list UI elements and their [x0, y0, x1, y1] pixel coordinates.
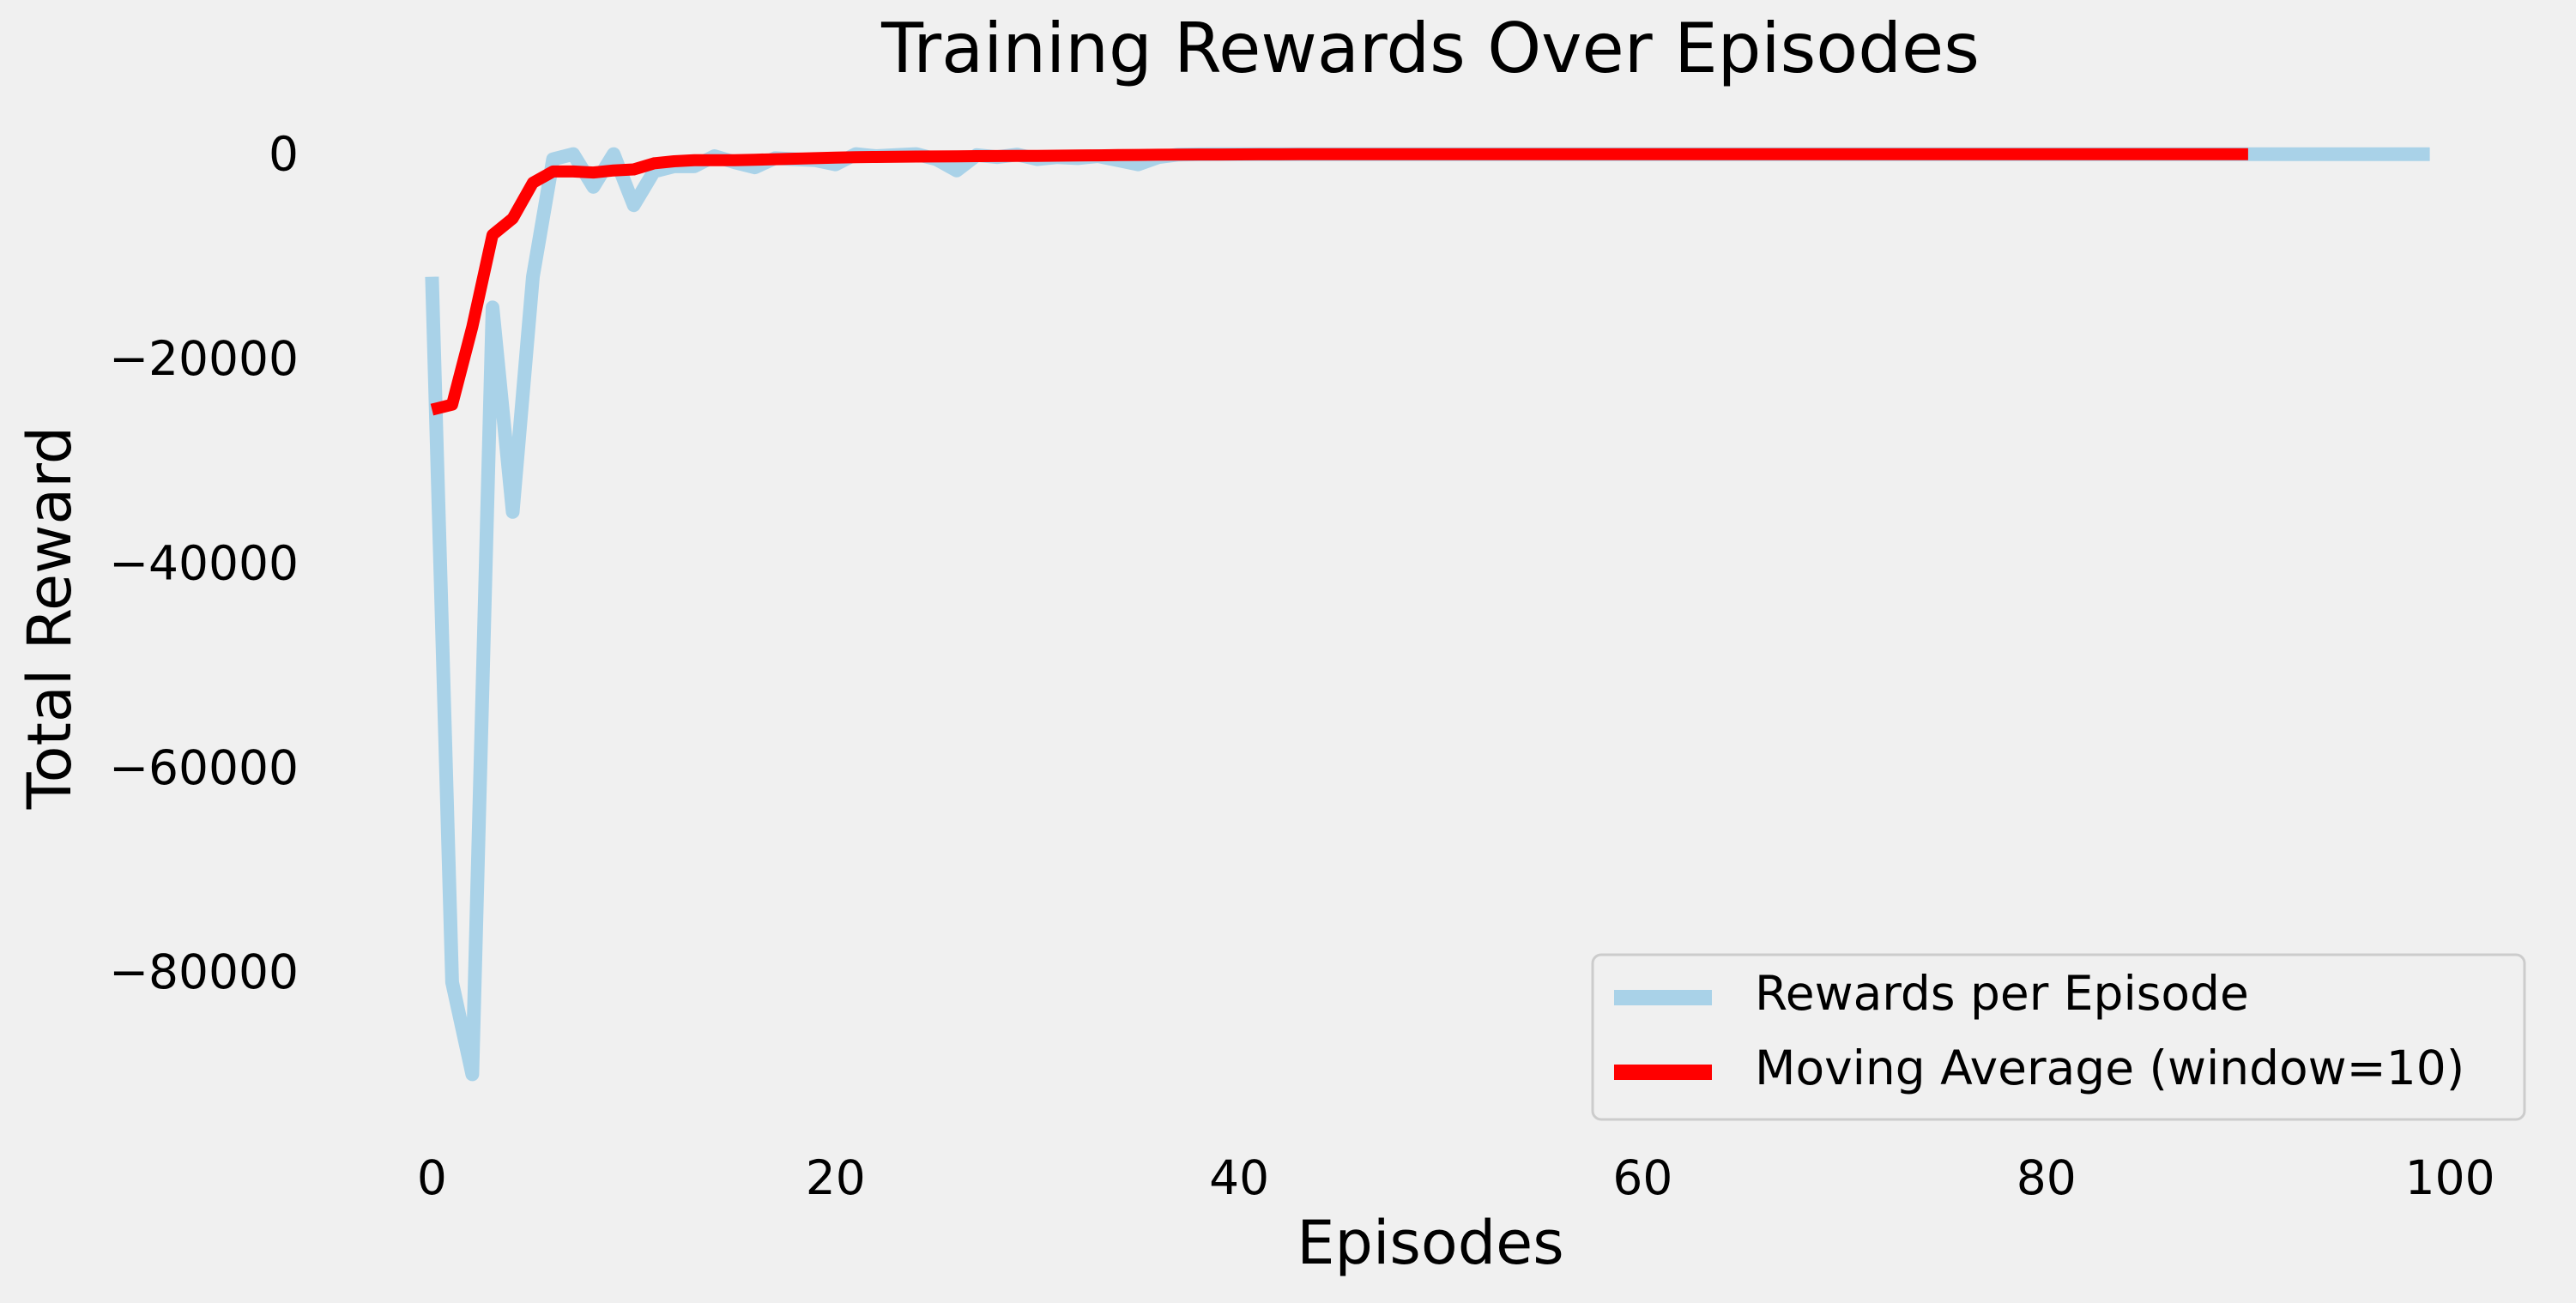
- x-tick-label: 20: [806, 1150, 866, 1205]
- y-tick-label: 0: [269, 127, 299, 182]
- y-tick-label: −60000: [109, 740, 299, 795]
- y-tick-labels: 0 −20000 −40000 −60000 −80000: [109, 127, 299, 1000]
- x-tick-labels: 0 20 40 60 80 100: [417, 1150, 2495, 1205]
- x-tick-label: 40: [1209, 1150, 1269, 1205]
- x-tick-label: 60: [1612, 1150, 1672, 1205]
- x-tick-label: 0: [417, 1150, 447, 1205]
- y-tick-label: −80000: [109, 944, 299, 999]
- legend: Rewards per Episode Moving Average (wind…: [1591, 953, 2526, 1121]
- y-axis-label: Total Reward: [15, 426, 85, 810]
- x-tick-label: 100: [2405, 1150, 2495, 1205]
- x-tick-label: 80: [2017, 1150, 2077, 1205]
- y-tick-label: −40000: [109, 535, 299, 590]
- legend-box: [1591, 953, 2526, 1121]
- legend-label-rewards: Rewards per Episode: [1755, 966, 2249, 1021]
- x-axis-label: Episodes: [1297, 1208, 1563, 1278]
- series-line-moving-average: [430, 148, 2248, 416]
- legend-label-moving-average: Moving Average (window=10): [1755, 1041, 2464, 1095]
- chart-title: Training Rewards Over Episodes: [880, 9, 1980, 88]
- series-layer: [425, 147, 2430, 1082]
- y-tick-label: −20000: [109, 331, 299, 386]
